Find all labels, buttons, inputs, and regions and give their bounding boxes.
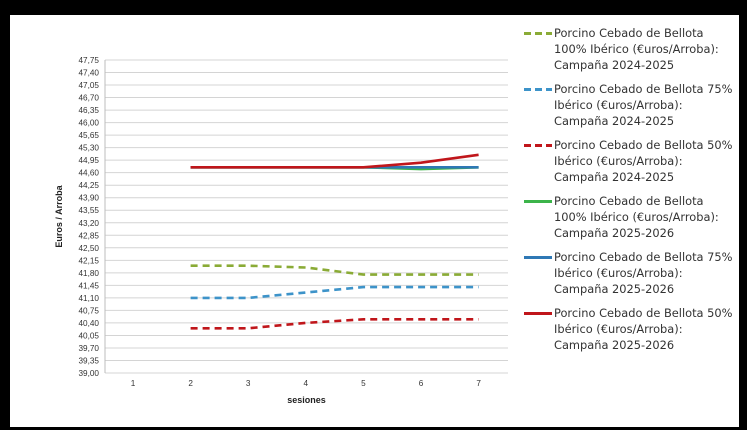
legend-swatch — [524, 144, 552, 147]
y-tick-label: 41,10 — [79, 294, 100, 303]
y-tick-label: 47,75 — [79, 56, 100, 65]
gridlines — [104, 59, 508, 374]
legend-swatch — [524, 200, 552, 203]
x-tick-label: 5 — [361, 379, 366, 388]
legend-item: Porcino Cebado de Bellota 100% Ibérico (… — [524, 25, 736, 73]
y-tick-label: 43,55 — [79, 206, 100, 215]
legend-label: Porcino Cebado de Bellota 75% Ibérico (€… — [554, 82, 733, 128]
x-axis-title: sesiones — [287, 395, 326, 405]
y-tick-label: 45,30 — [79, 144, 100, 153]
y-tick-label: 46,00 — [79, 119, 100, 128]
chart-frame: 39,00 39,35 39,70 40,05 40,40 40,75 41,10 41,45… — [10, 15, 739, 427]
y-tick-label: 44,25 — [79, 181, 100, 190]
legend-item: Porcino Cebado de Bellota 75% Ibérico (€… — [524, 249, 736, 297]
series-line-1 — [190, 264, 479, 276]
y-tick-label: 39,70 — [79, 344, 100, 353]
series-line-3 — [190, 317, 479, 330]
series-line-2 — [190, 285, 479, 300]
x-tick-label: 3 — [246, 379, 251, 388]
y-tick-label: 42,50 — [79, 244, 100, 253]
y-tick-label: 47,05 — [79, 81, 100, 90]
y-tick-label: 45,65 — [79, 131, 100, 140]
legend-label: Porcino Cebado de Bellota 75% Ibérico (€… — [554, 250, 733, 296]
y-tick-label: 46,35 — [79, 106, 100, 115]
series-line-6 — [190, 153, 479, 169]
y-tick-label: 41,80 — [79, 269, 100, 278]
y-tick-label: 41,45 — [79, 281, 100, 290]
y-axis-tick-labels: 39,00 39,35 39,70 40,05 40,40 40,75 41,10 41,45… — [79, 56, 100, 378]
legend-label: Porcino Cebado de Bellota 50% Ibérico (€… — [554, 306, 733, 352]
x-axis-tick-labels: 1 2 3 4 5 6 7 — [131, 379, 482, 388]
legend-swatch — [524, 312, 552, 315]
x-tick-label: 2 — [188, 379, 193, 388]
y-tick-label: 43,20 — [79, 219, 100, 228]
y-tick-label: 40,75 — [79, 306, 100, 315]
legend-item: Porcino Cebado de Bellota 100% Ibérico (… — [524, 193, 736, 241]
legend-item: Porcino Cebado de Bellota 50% Ibérico (€… — [524, 305, 736, 353]
legend-label: Porcino Cebado de Bellota 100% Ibérico (… — [554, 194, 719, 240]
legend-label: Porcino Cebado de Bellota 100% Ibérico (… — [554, 26, 719, 72]
y-tick-label: 39,00 — [79, 369, 100, 378]
x-tick-label: 6 — [419, 379, 424, 388]
legend: Porcino Cebado de Bellota 100% Ibérico (… — [524, 25, 736, 361]
x-tick-label: 1 — [131, 379, 136, 388]
y-axis-title: Euros / Arroba — [54, 184, 64, 247]
y-tick-label: 40,40 — [79, 319, 100, 328]
y-tick-label: 40,05 — [79, 331, 100, 340]
y-tick-label: 44,60 — [79, 169, 100, 178]
series-lines — [190, 153, 479, 330]
y-tick-label: 46,70 — [79, 94, 100, 103]
legend-item: Porcino Cebado de Bellota 50% Ibérico (€… — [524, 137, 736, 185]
y-tick-label: 44,95 — [79, 156, 100, 165]
y-tick-label: 43,90 — [79, 194, 100, 203]
y-tick-label: 47,40 — [79, 69, 100, 78]
y-tick-label: 42,15 — [79, 256, 100, 265]
x-tick-label: 4 — [304, 379, 309, 388]
legend-item: Porcino Cebado de Bellota 75% Ibérico (€… — [524, 81, 736, 129]
legend-swatch — [524, 256, 552, 259]
legend-swatch — [524, 32, 552, 35]
x-tick-label: 7 — [476, 379, 481, 388]
legend-swatch — [524, 88, 552, 91]
y-tick-label: 39,35 — [79, 356, 100, 365]
y-tick-label: 42,85 — [79, 231, 100, 240]
line-chart: 39,00 39,35 39,70 40,05 40,40 40,75 41,10 41,45… — [54, 56, 508, 405]
legend-label: Porcino Cebado de Bellota 50% Ibérico (€… — [554, 138, 733, 184]
